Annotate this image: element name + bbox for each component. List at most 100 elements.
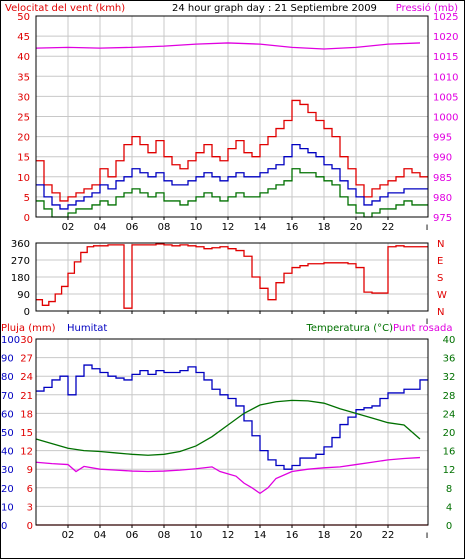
rain-tick-label: 3 <box>27 502 33 513</box>
pressure-tick-label: 1020 <box>433 32 458 43</box>
x-tick-label: 08 <box>158 530 171 541</box>
humidity-tick-label: 60 <box>1 409 14 420</box>
rain-tick-label: 12 <box>20 447 33 458</box>
humidity-axis-title: Humitat <box>67 323 107 334</box>
x-tick-label: 14 <box>254 222 267 233</box>
temperature-tick-label: 8 <box>446 484 452 495</box>
rain-tick-label: 0 <box>27 521 33 532</box>
rain-axis-title: Pluja (mm) <box>1 323 56 334</box>
humidity-tick-label: 70 <box>1 391 14 402</box>
humidity-tick-label: 20 <box>1 484 14 495</box>
humidity-tick-label: 90 <box>1 354 14 365</box>
x-tick-label: 22 <box>382 222 395 233</box>
x-tick-label: 18 <box>318 222 331 233</box>
x-end-tick-mark: ı <box>426 316 429 327</box>
rain-tick-label: 6 <box>27 484 33 495</box>
wind-speed-tick-label: 45 <box>17 32 30 43</box>
compass-tick-label: W <box>437 290 447 301</box>
wind-speed-tick-label: 5 <box>24 193 30 204</box>
wind-pressure-panel: 0510152025303540455097598098599099510001… <box>17 12 458 233</box>
x-tick-label: 08 <box>158 222 171 233</box>
direction-tick-label: 360 <box>11 239 30 250</box>
pressure-tick-label: 995 <box>433 133 452 144</box>
humidity-tick-label: 10 <box>1 502 14 513</box>
humidity-temperature-panel: Pluja (mm) Humitat Temperatura (°C) Punt ro… <box>1 323 455 541</box>
temperature-tick-label: 4 <box>446 502 452 513</box>
x-tick-label: 22 <box>382 530 395 541</box>
direction-tick-label: 90 <box>17 290 30 301</box>
x-tick-label: 18 <box>318 530 331 541</box>
rain-tick-label: 18 <box>20 409 33 420</box>
x-tick-label: 14 <box>254 530 267 541</box>
compass-tick-label: N <box>437 307 444 318</box>
rain-tick-label: 15 <box>20 428 33 439</box>
series-line-velocitat-m-nima <box>36 168 428 218</box>
direction-tick-label: 0 <box>24 307 30 318</box>
humidity-tick-label: 40 <box>1 447 14 458</box>
pressure-tick-label: 985 <box>433 173 452 184</box>
wind-speed-tick-label: 50 <box>17 12 30 23</box>
chart-date-title: 24 hour graph day : 21 Septiembre 2009 <box>172 3 377 14</box>
compass-tick-label: N <box>437 239 444 250</box>
wind-speed-tick-label: 25 <box>17 113 30 124</box>
wind-speed-tick-label: 40 <box>17 52 30 63</box>
temperature-tick-label: 20 <box>443 428 456 439</box>
pressure-tick-label: 1010 <box>433 72 458 83</box>
temperature-tick-label: 0 <box>446 521 452 532</box>
x-tick-label: 02 <box>62 530 75 541</box>
rain-tick-label: 27 <box>20 354 33 365</box>
humidity-tick-label: 100 <box>1 335 20 346</box>
humidity-tick-label: 50 <box>1 428 14 439</box>
series-line-punt-rosada <box>35 456 421 495</box>
x-tick-label: 10 <box>190 222 203 233</box>
wind-speed-title: Velocitat del vent (kmh) <box>5 3 125 14</box>
rain-tick-label: 24 <box>20 372 33 383</box>
wind-speed-tick-label: 30 <box>17 92 30 103</box>
temperature-tick-label: 16 <box>443 447 456 458</box>
x-end-tick-mark: ı <box>426 222 429 233</box>
series-line-pressi- <box>35 42 421 50</box>
compass-tick-label: E <box>437 256 443 267</box>
x-tick-label: 20 <box>350 530 363 541</box>
series-line-velocitat-mitjana <box>36 143 428 210</box>
humidity-tick-label: 0 <box>1 521 7 532</box>
temperature-axis-title: Temperatura (°C) <box>305 323 393 334</box>
humidity-panel-frame <box>35 338 429 526</box>
direction-panel-frame <box>35 242 429 312</box>
x-tick-label: 04 <box>94 530 107 541</box>
dew-point-axis-title: Punt rosada <box>393 323 452 334</box>
series-line-temperatura <box>35 399 421 456</box>
rain-tick-label: 30 <box>20 335 33 346</box>
x-tick-label: 20 <box>350 222 363 233</box>
x-tick-label: 10 <box>190 530 203 541</box>
pressure-tick-label: 1000 <box>433 113 458 124</box>
temperature-tick-label: 28 <box>443 391 456 402</box>
pressure-tick-label: 990 <box>433 153 452 164</box>
pressure-tick-label: 975 <box>433 213 452 224</box>
x-tick-label: 06 <box>126 530 139 541</box>
wind-speed-tick-label: 20 <box>17 133 30 144</box>
x-tick-label: 02 <box>62 222 75 233</box>
direction-tick-label: 270 <box>11 256 30 267</box>
humidity-tick-label: 30 <box>1 465 14 476</box>
x-tick-label: 12 <box>222 530 235 541</box>
direction-tick-label: 180 <box>11 273 30 284</box>
pressure-tick-label: 980 <box>433 193 452 204</box>
x-tick-label: 06 <box>126 222 139 233</box>
temperature-tick-label: 40 <box>443 335 456 346</box>
temperature-tick-label: 12 <box>443 465 456 476</box>
wind-panel-frame <box>35 15 429 218</box>
humidity-tick-label: 80 <box>1 372 14 383</box>
pressure-title: Pressió (mb) <box>396 2 458 14</box>
series-line-wind-direction <box>36 243 428 309</box>
x-tick-label: 16 <box>286 530 299 541</box>
pressure-tick-label: 1015 <box>433 52 458 63</box>
temperature-tick-label: 36 <box>443 354 456 365</box>
temperature-tick-label: 24 <box>443 409 456 420</box>
pressure-tick-label: 1005 <box>433 92 458 103</box>
x-end-tick-mark: ı <box>426 530 429 541</box>
